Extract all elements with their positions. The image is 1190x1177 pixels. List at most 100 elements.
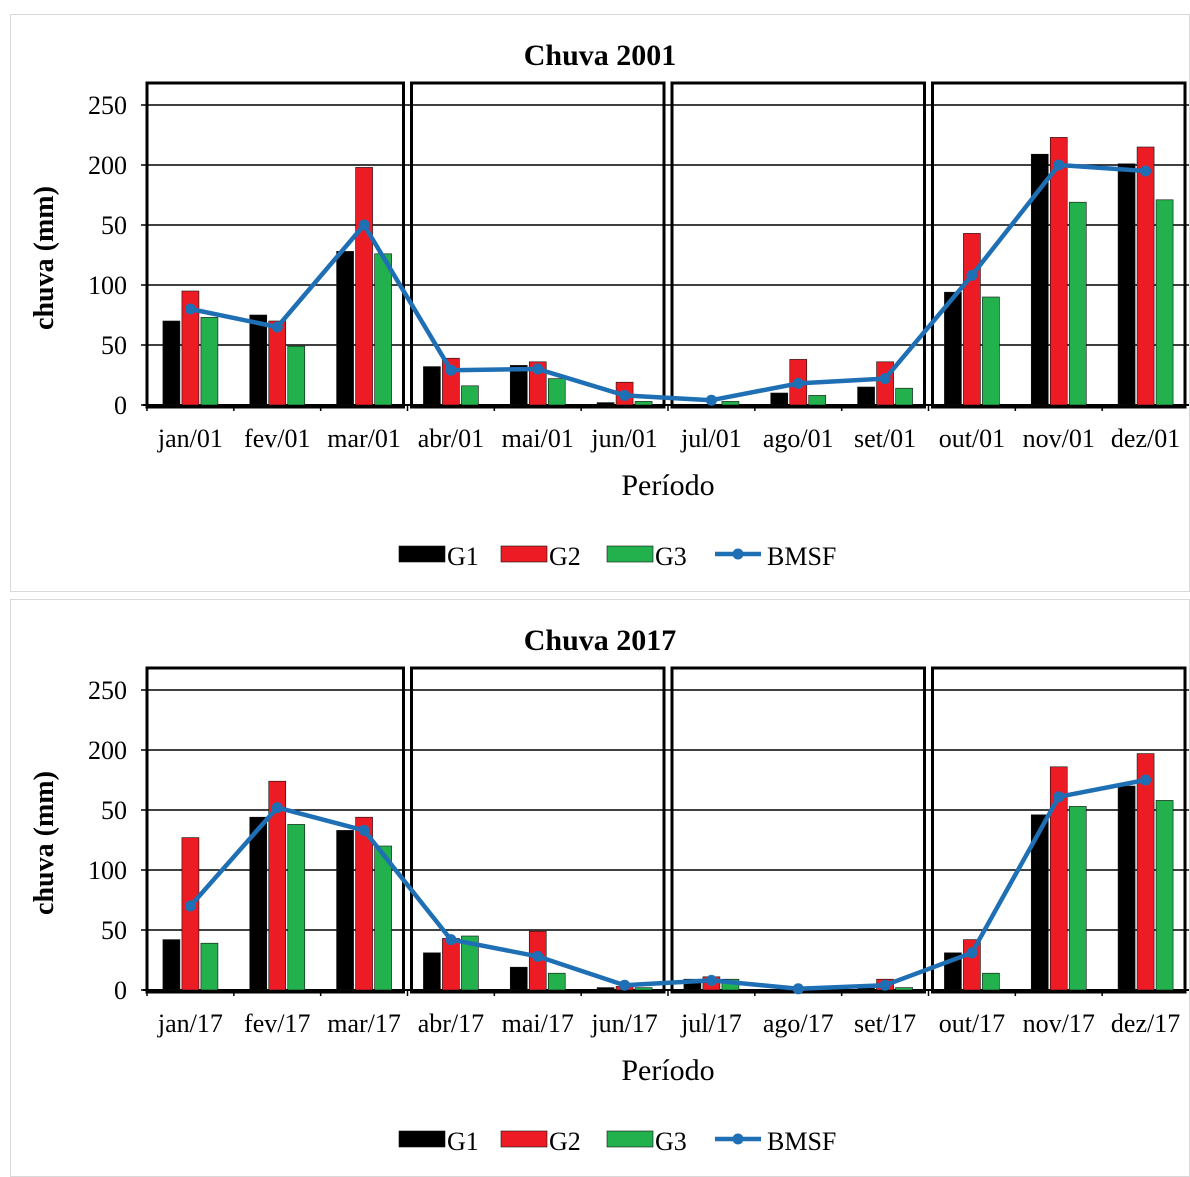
y-axis-label: chuva (mm) — [29, 771, 60, 915]
bar-g1-ago-01 — [770, 392, 789, 406]
x-tick-label: fev/17 — [244, 1009, 310, 1038]
bar-g1-nov-17 — [1030, 814, 1049, 991]
bar-g3-mai-01 — [547, 378, 566, 406]
bar-g2-out-01 — [963, 233, 981, 406]
bar-g1-jan-17 — [162, 939, 181, 991]
legend-label-g1: G1 — [447, 1127, 479, 1156]
x-axis-label: Período — [621, 469, 714, 502]
point-bmsf-set-01 — [879, 373, 891, 385]
quarter-frame — [145, 666, 405, 994]
y-tick-label: 100 — [88, 856, 127, 885]
point-bmsf-abr-01 — [445, 364, 457, 376]
y-tick-label: 100 — [88, 271, 127, 300]
bar-g1-jan-01 — [162, 320, 181, 406]
bar-g1-dez-01 — [1117, 163, 1136, 406]
legend-swatch-g2 — [500, 1130, 548, 1148]
x-tick-label: mai/01 — [502, 424, 574, 453]
bar-g1-abr-01 — [423, 366, 441, 406]
bar-g1-mar-17 — [336, 830, 354, 991]
legend-swatch-g1 — [398, 1130, 446, 1148]
bar-g3-abr-01 — [461, 385, 479, 406]
legend-label-g2: G2 — [549, 1127, 581, 1156]
bar-g1-out-01 — [944, 291, 962, 406]
bar-g1-dez-17 — [1117, 785, 1136, 991]
x-tick-label: mar/17 — [327, 1009, 401, 1038]
y-tick-label: 50 — [101, 796, 127, 825]
x-axis-label: Período — [621, 1054, 714, 1087]
bar-g1-set-01 — [857, 386, 875, 406]
y-tick-label: 50 — [101, 331, 127, 360]
point-bmsf-jul-01 — [705, 394, 717, 406]
chart-title: Chuva 2017 — [524, 624, 677, 657]
bar-g3-nov-01 — [1068, 201, 1087, 406]
legend-label-bmsf: BMSF — [767, 542, 836, 571]
bar-g1-nov-01 — [1030, 153, 1049, 406]
line-bmsf — [189, 162, 1146, 403]
point-bmsf-mar-17 — [358, 824, 370, 836]
point-bmsf-fev-17 — [271, 802, 283, 814]
bar-g3-ago-01 — [808, 395, 827, 406]
legend-swatch-g2 — [500, 545, 548, 563]
quarter-frame — [410, 81, 666, 409]
x-tick-label: jun/17 — [590, 1009, 657, 1038]
x-tick-label: nov/17 — [1023, 1009, 1095, 1038]
bar-g3-mai-17 — [547, 972, 566, 991]
point-bmsf-jun-17 — [619, 979, 631, 991]
y-tick-label: 50 — [101, 916, 127, 945]
y-tick-label: 200 — [88, 736, 127, 765]
x-tick-label: abr/01 — [418, 424, 484, 453]
y-tick-label: 0 — [114, 391, 127, 420]
bar-g3-set-01 — [895, 387, 913, 406]
x-tick-label: jun/01 — [590, 424, 657, 453]
bar-g2-fev-01 — [268, 320, 287, 406]
bar-g2-abr-17 — [442, 938, 460, 991]
quarter-frame — [145, 81, 405, 409]
bar-g3-jun-17 — [634, 987, 653, 991]
chart-title: Chuva 2001 — [524, 39, 677, 72]
y-tick-label: 250 — [88, 676, 127, 705]
bar-g2-nov-01 — [1049, 137, 1068, 406]
x-tick-label: jan/01 — [157, 424, 223, 453]
quarter-frame — [410, 666, 666, 994]
bar-g3-abr-17 — [461, 935, 479, 991]
line-bmsf — [188, 777, 1147, 992]
legend-marker-bmsf — [732, 1133, 744, 1145]
bar-g3-jul-01 — [721, 401, 740, 406]
bar-g1-mai-01 — [509, 365, 528, 406]
legend-swatch-g3 — [606, 1130, 654, 1148]
legend-label-bmsf: BMSF — [767, 1127, 836, 1156]
legend-swatch-g3 — [606, 545, 654, 563]
bar-g2-nov-17 — [1049, 766, 1068, 991]
x-tick-label: nov/01 — [1023, 424, 1095, 453]
legend-label-g1: G1 — [447, 542, 479, 571]
bar-g3-jan-01 — [200, 317, 219, 406]
x-tick-label: ago/01 — [763, 424, 834, 453]
x-tick-label: jul/17 — [680, 1009, 742, 1038]
point-bmsf-set-17 — [879, 979, 891, 991]
bar-g1-jun-01 — [596, 402, 615, 406]
point-bmsf-out-17 — [966, 947, 978, 959]
bar-g1-fev-17 — [249, 816, 268, 991]
point-bmsf-dez-17 — [1140, 774, 1152, 786]
legend-marker-bmsf — [732, 548, 744, 560]
chart-2017: Chuva 2017 0 50 100 50 200 250 chuva (mm) jan/17… — [29, 624, 1189, 1156]
bar-g1-abr-17 — [423, 952, 441, 991]
legend-swatch-g1 — [398, 545, 446, 563]
bar-g2-dez-01 — [1136, 146, 1155, 406]
point-bmsf-mai-01 — [532, 363, 544, 375]
bar-g3-fev-17 — [287, 824, 306, 991]
bar-g3-out-01 — [982, 296, 1000, 406]
x-tick-label: set/17 — [854, 1009, 916, 1038]
x-tick-label: fev/01 — [244, 424, 310, 453]
bar-g3-mar-01 — [374, 253, 392, 406]
bar-g1-mai-17 — [509, 966, 528, 991]
y-tick-label: 200 — [88, 151, 127, 180]
y-tick-label: 250 — [88, 91, 127, 120]
bar-g3-dez-17 — [1155, 800, 1174, 991]
x-tick-label: mar/01 — [327, 424, 401, 453]
quarter-frame — [931, 666, 1187, 994]
point-bmsf-dez-01 — [1140, 165, 1152, 177]
point-bmsf-out-01 — [966, 269, 978, 281]
bar-g2-mar-01 — [355, 167, 373, 406]
bar-g3-mar-17 — [374, 845, 392, 991]
